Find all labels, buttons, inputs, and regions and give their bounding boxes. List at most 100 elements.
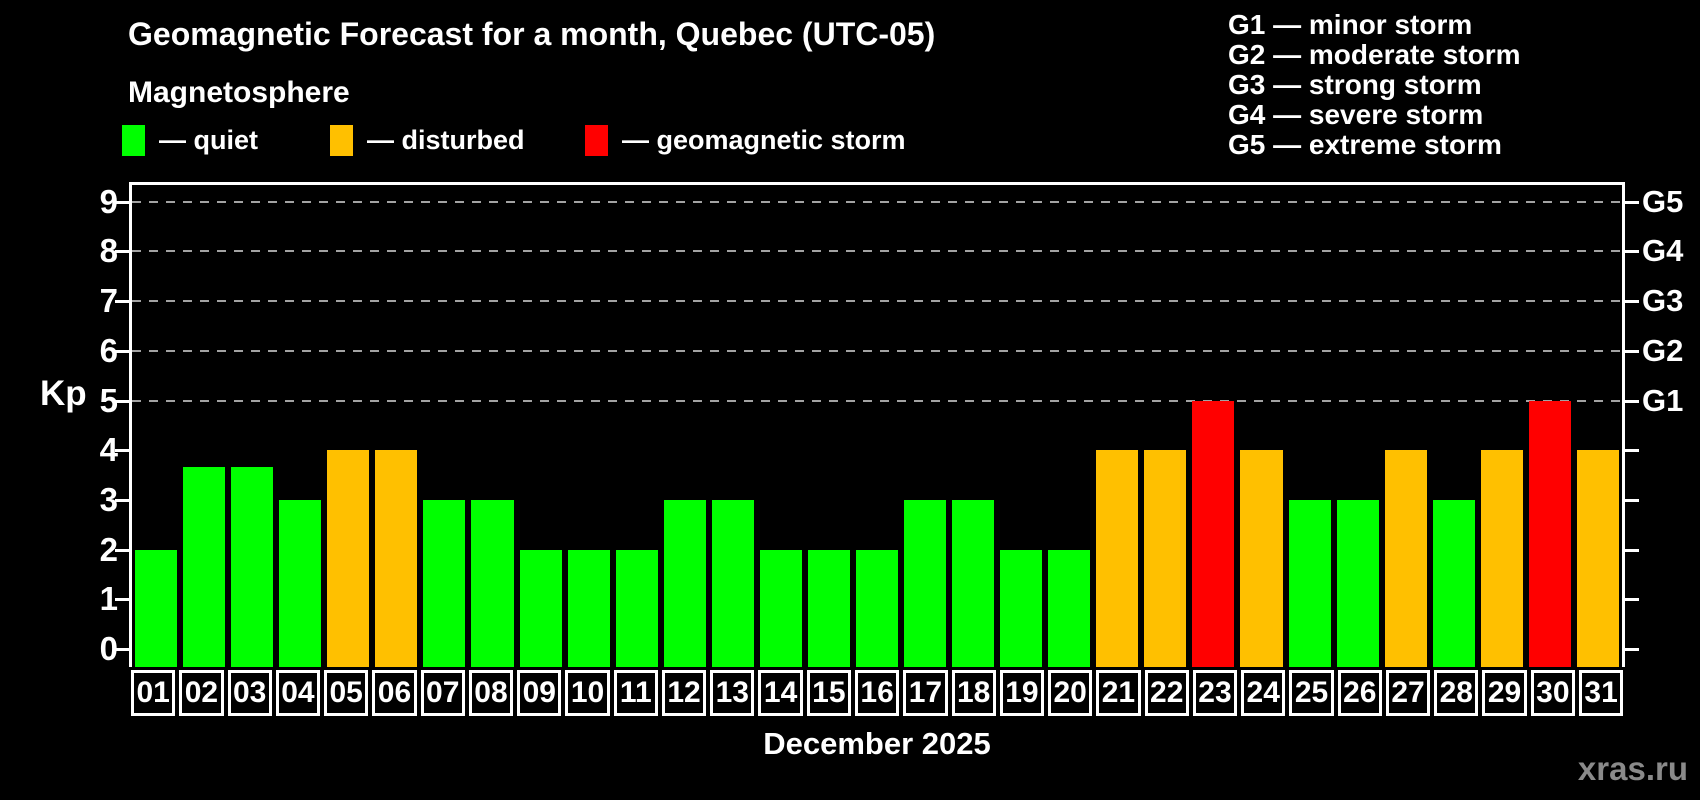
- g-scale-legend: G1 — minor storm G2 — moderate storm G3 …: [1228, 10, 1521, 160]
- bar-day-06: [375, 450, 418, 667]
- tick-left-kp4: [115, 449, 129, 453]
- bar-day-14: [759, 549, 802, 667]
- g4-legend-line: G4 — severe storm: [1228, 99, 1484, 130]
- right-tick-label-g4: G4: [1642, 233, 1684, 269]
- watermark: xras.ru: [1577, 750, 1688, 787]
- day-label-29: 29: [1482, 670, 1527, 716]
- y-tick-label-3: 3: [99, 480, 118, 518]
- gridline-kp5: [132, 399, 1622, 402]
- y-axis-title: Kp: [40, 374, 87, 413]
- bar-day-29: [1480, 450, 1523, 667]
- g2-legend-line: G2 — moderate storm: [1228, 39, 1521, 70]
- legend-item-storm: — geomagnetic storm: [585, 122, 906, 158]
- storm-color-swatch: [585, 124, 608, 156]
- day-label-01: 01: [131, 670, 176, 716]
- bar-day-28: [1432, 499, 1475, 667]
- day-label-20: 20: [1048, 670, 1093, 716]
- day-label-25: 25: [1289, 670, 1334, 716]
- tick-right-kp7: [1625, 300, 1639, 304]
- bars-container: [132, 185, 1622, 667]
- legend-item-quiet: — quiet: [122, 122, 258, 158]
- y-tick-label-0: 0: [99, 630, 118, 667]
- bar-day-31: [1576, 450, 1619, 667]
- legend-label-storm: — geomagnetic storm: [622, 124, 906, 155]
- y-tick-label-1: 1: [99, 580, 118, 618]
- tick-right-kp3: [1625, 498, 1639, 502]
- day-label-18: 18: [951, 670, 996, 716]
- bar-day-01: [135, 549, 178, 667]
- bar-day-16: [855, 549, 898, 667]
- tick-right-kp2: [1625, 548, 1639, 552]
- right-tick-label-g2: G2: [1642, 332, 1684, 368]
- day-label-11: 11: [613, 670, 658, 716]
- tick-left-kp5: [115, 399, 129, 403]
- bar-day-27: [1384, 450, 1427, 667]
- tick-left-kp0: [115, 648, 129, 651]
- day-label-14: 14: [758, 670, 803, 716]
- gridline-kp9: [132, 200, 1622, 203]
- tick-left-kp7: [115, 300, 129, 304]
- bar-day-22: [1144, 450, 1187, 667]
- tick-right-kp1: [1625, 598, 1639, 602]
- bar-day-02: [183, 466, 226, 667]
- plot-area: [115, 182, 1639, 667]
- day-label-28: 28: [1434, 670, 1479, 716]
- bar-day-03: [231, 466, 274, 667]
- y-tick-label-9: 9: [99, 182, 118, 220]
- day-label-06: 06: [372, 670, 417, 716]
- day-label-13: 13: [710, 670, 755, 716]
- day-label-07: 07: [420, 670, 465, 716]
- g5-legend-line: G5 — extreme storm: [1228, 129, 1502, 160]
- bar-day-15: [807, 549, 850, 667]
- tick-left-kp2: [115, 548, 129, 552]
- bar-day-21: [1096, 450, 1139, 667]
- y-tick-label-8: 8: [99, 232, 118, 270]
- tick-right-kp8: [1625, 250, 1639, 254]
- g3-legend-line: G3 — strong storm: [1228, 69, 1482, 100]
- day-label-08: 08: [468, 670, 514, 716]
- y-tick-label-5: 5: [99, 381, 118, 419]
- y-tick-label-4: 4: [99, 431, 118, 469]
- tick-right-kp0: [1625, 648, 1639, 651]
- gridline-kp6: [132, 349, 1622, 352]
- tick-left-kp9: [115, 200, 129, 204]
- chart-subtitle: Magnetosphere: [128, 76, 350, 109]
- g1-legend-line: G1 — minor storm: [1228, 9, 1473, 40]
- day-label-30: 30: [1530, 670, 1575, 716]
- bar-day-11: [615, 549, 658, 667]
- day-label-26: 26: [1337, 670, 1382, 716]
- right-tick-label-g1: G1: [1642, 382, 1684, 418]
- day-label-27: 27: [1385, 670, 1431, 716]
- bar-day-10: [567, 549, 610, 667]
- x-axis-title: December 2025: [763, 726, 991, 761]
- bar-day-08: [471, 499, 514, 667]
- tick-right-kp4: [1625, 449, 1639, 453]
- bar-day-09: [519, 549, 562, 667]
- bar-day-26: [1336, 499, 1379, 667]
- right-tick-label-g3: G3: [1642, 283, 1684, 319]
- right-tick-label-g5: G5: [1642, 183, 1684, 219]
- day-label-09: 09: [517, 670, 562, 716]
- bar-day-17: [904, 499, 947, 667]
- day-label-24: 24: [1241, 670, 1286, 716]
- bar-day-23: [1192, 400, 1235, 667]
- day-label-31: 31: [1578, 670, 1624, 716]
- day-label-17: 17: [903, 670, 948, 716]
- day-label-12: 12: [661, 670, 707, 716]
- bar-day-12: [663, 499, 706, 667]
- bar-day-19: [1000, 549, 1043, 667]
- x-axis-day-labels: 01 02 03 04 05 06 07 08 09 10 11 12 13 14 15 16 17 18 19 20…: [129, 670, 1625, 716]
- day-label-02: 02: [179, 670, 224, 716]
- day-label-03: 03: [227, 670, 272, 716]
- bar-day-30: [1528, 400, 1571, 667]
- day-label-10: 10: [565, 670, 610, 716]
- bar-day-13: [711, 499, 754, 667]
- day-label-05: 05: [324, 670, 369, 716]
- bar-day-07: [423, 499, 466, 667]
- day-label-19: 19: [999, 670, 1045, 716]
- tick-right-kp9: [1625, 200, 1639, 204]
- quiet-color-swatch: [122, 124, 145, 156]
- bar-day-05: [327, 450, 370, 667]
- day-label-23: 23: [1192, 670, 1238, 716]
